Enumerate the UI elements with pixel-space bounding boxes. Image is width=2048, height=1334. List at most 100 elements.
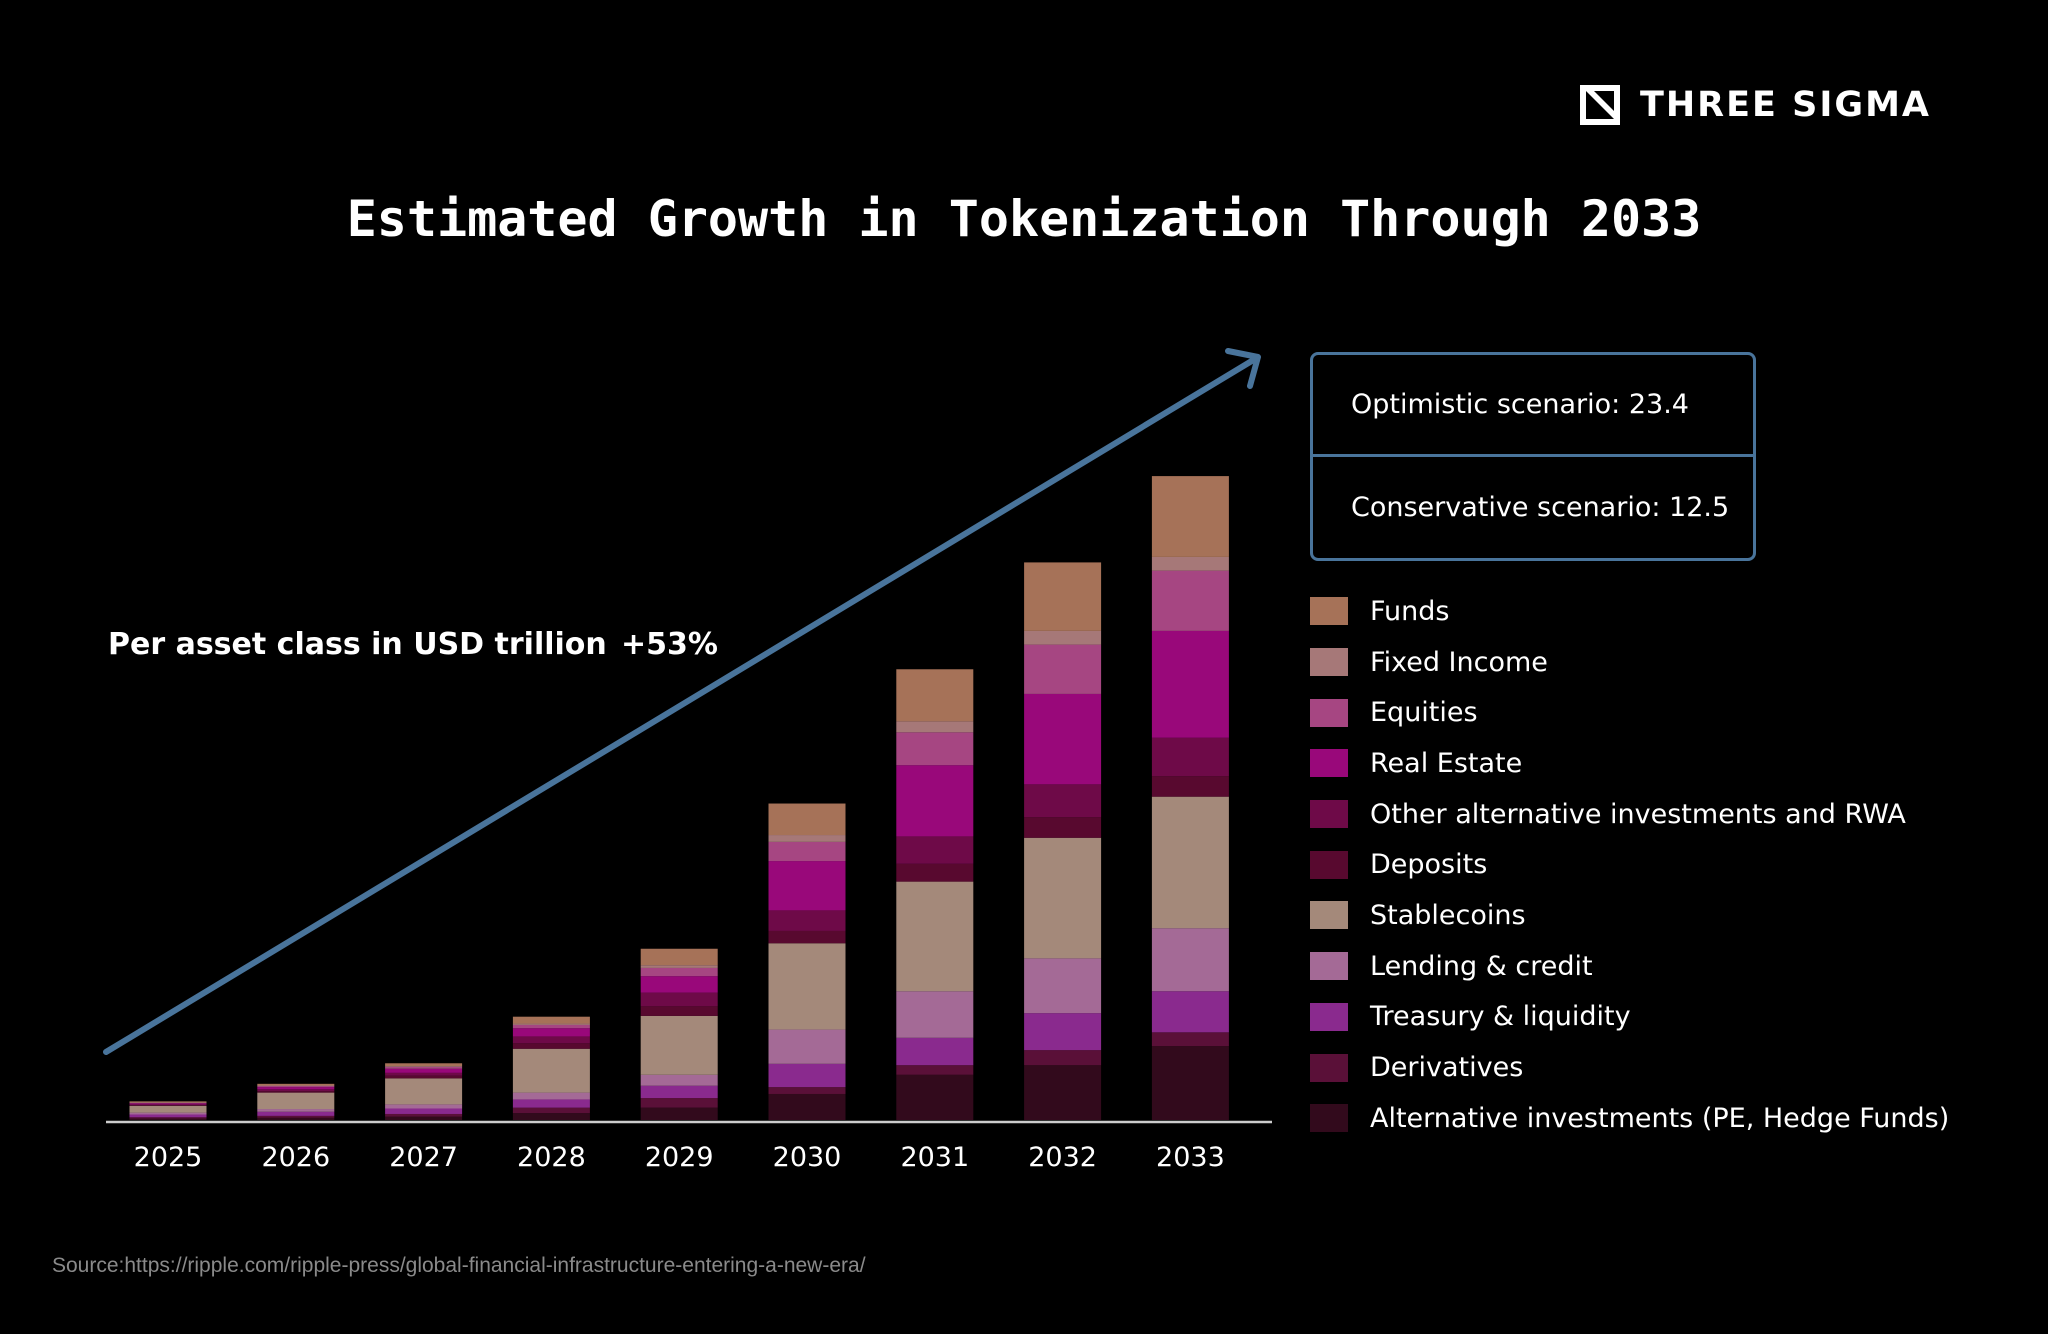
bar-segment-2028-9 [512, 1023, 590, 1025]
bar-segment-2031-4 [896, 881, 974, 992]
x-tick-label-2026: 2026 [261, 1142, 330, 1173]
bar-segment-2029-5 [640, 1006, 718, 1016]
x-tick-label-2028: 2028 [517, 1142, 586, 1173]
legend-swatch [1310, 749, 1348, 778]
bar-segment-2029-4 [640, 1015, 718, 1075]
bar-segment-2031-5 [896, 863, 974, 882]
bar-segment-2027-6 [385, 1072, 463, 1076]
bar-segment-2025-1 [129, 1117, 207, 1119]
legend-item: Stablecoins [1310, 890, 1949, 941]
chart-legend: Funds Fixed Income Equities Real Estate Othe… [1310, 586, 1949, 1144]
bars-group [129, 476, 1229, 1120]
bar-segment-2029-9 [640, 965, 718, 968]
bar-segment-2029-3 [640, 1074, 718, 1086]
legend-swatch [1310, 698, 1348, 727]
bar-segment-2027-4 [385, 1078, 463, 1105]
legend-label: Equities [1370, 697, 1478, 729]
bar-segment-2027-9 [385, 1066, 463, 1067]
x-tick-label-2030: 2030 [773, 1142, 842, 1173]
bar-segment-2030-1 [768, 1087, 846, 1094]
x-tick-labels: 2025 2026 2027 2028 2029 2030 2031 2032 2033 [134, 1142, 1225, 1173]
three-sigma-logo-icon [1580, 85, 1620, 125]
bar-segment-2025-8 [129, 1102, 207, 1104]
legend-swatch [1310, 952, 1348, 981]
growth-label: +53% [621, 627, 718, 662]
bar-segment-2032-8 [1024, 644, 1102, 694]
bar-segment-2029-2 [640, 1085, 718, 1099]
x-tick-label-2033: 2033 [1156, 1142, 1225, 1173]
bar-segment-2028-8 [512, 1024, 590, 1029]
bar-segment-2029-7 [640, 976, 718, 993]
bar-segment-2029-6 [640, 992, 718, 1007]
bar-segment-2033-2 [1151, 991, 1229, 1033]
growth-arrow [103, 348, 1261, 1055]
legend-label: Fixed Income [1370, 646, 1548, 678]
legend-label: Derivatives [1370, 1052, 1524, 1084]
chart-subtitle: Per asset class in USD trillion [108, 627, 607, 662]
bar-segment-2025-3 [129, 1112, 207, 1115]
bar-segment-2027-7 [385, 1068, 463, 1073]
bar-segment-2028-1 [512, 1107, 590, 1114]
bar-segment-2032-2 [1024, 1013, 1102, 1051]
bar-segment-2029-1 [640, 1098, 718, 1108]
bar-segment-2025-6 [129, 1104, 207, 1106]
growth-arrow-shaft [103, 356, 1258, 1055]
bar-segment-2031-9 [896, 721, 974, 733]
bar-segment-2030-9 [768, 835, 846, 842]
bar-segment-2025-0 [129, 1118, 207, 1120]
bar-segment-2025-5 [129, 1105, 207, 1106]
bar-segment-2033-10 [1151, 476, 1229, 557]
bar-segment-2026-1 [257, 1115, 335, 1118]
bar-segment-2028-7 [512, 1028, 590, 1037]
bar-segment-2028-10 [512, 1016, 590, 1024]
bar-segment-2031-7 [896, 765, 974, 837]
bar-segment-2031-2 [896, 1037, 974, 1066]
legend-label: Funds [1370, 595, 1450, 627]
legend-label: Lending & credit [1370, 950, 1593, 982]
bar-segment-2032-1 [1024, 1050, 1102, 1066]
legend-label: Treasury & liquidity [1370, 1001, 1631, 1033]
bar-segment-2028-5 [512, 1043, 590, 1049]
bar-segment-2025-10 [129, 1101, 207, 1103]
legend-swatch [1310, 850, 1348, 879]
bar-segment-2033-3 [1151, 928, 1229, 992]
bar-segment-2030-0 [768, 1093, 846, 1120]
bar-segment-2026-9 [257, 1085, 335, 1087]
bar-segment-2028-6 [512, 1036, 590, 1044]
bar-segment-2031-0 [896, 1074, 974, 1120]
scenario-box: Optimistic scenario: 23.4 Conservative s… [1310, 352, 1756, 561]
bar-segment-2033-1 [1151, 1032, 1229, 1047]
bar-segment-2030-8 [768, 841, 846, 862]
bar-segment-2031-1 [896, 1065, 974, 1075]
bar-segment-2033-9 [1151, 556, 1229, 571]
chart-title: Estimated Growth in Tokenization Through… [346, 190, 1702, 248]
legend-label: Real Estate [1370, 747, 1523, 779]
bar-segment-2025-2 [129, 1114, 207, 1118]
bar-segment-2032-9 [1024, 630, 1102, 645]
bar-segment-2028-2 [512, 1099, 590, 1108]
legend-item: Treasury & liquidity [1310, 992, 1949, 1043]
bar-segment-2026-8 [257, 1086, 335, 1088]
bar-segment-2028-3 [512, 1092, 590, 1100]
bar-segment-2026-6 [257, 1089, 335, 1092]
brand-logo: THREE SIGMA [1576, 80, 1931, 130]
source-note: Source:https://ripple.com/ripple-press/g… [52, 1254, 866, 1277]
bar-segment-2026-4 [257, 1092, 335, 1110]
bar-segment-2031-10 [896, 669, 974, 722]
bar-segment-2033-7 [1151, 630, 1229, 738]
legend-item: Deposits [1310, 839, 1949, 890]
bar-segment-2030-4 [768, 943, 846, 1030]
legend-item: Other alternative investments and RWA [1310, 789, 1949, 840]
legend-swatch [1310, 800, 1348, 829]
bar-segment-2025-7 [129, 1103, 207, 1105]
bar-segment-2032-3 [1024, 958, 1102, 1014]
legend-swatch [1310, 1104, 1348, 1133]
bar-segment-2030-7 [768, 861, 846, 911]
legend-swatch [1310, 1002, 1348, 1031]
bar-segment-2026-7 [257, 1087, 335, 1090]
bar-segment-2025-4 [129, 1105, 207, 1113]
bar-segment-2033-5 [1151, 776, 1229, 797]
legend-item: Lending & credit [1310, 941, 1949, 992]
bar-segment-2032-5 [1024, 817, 1102, 838]
